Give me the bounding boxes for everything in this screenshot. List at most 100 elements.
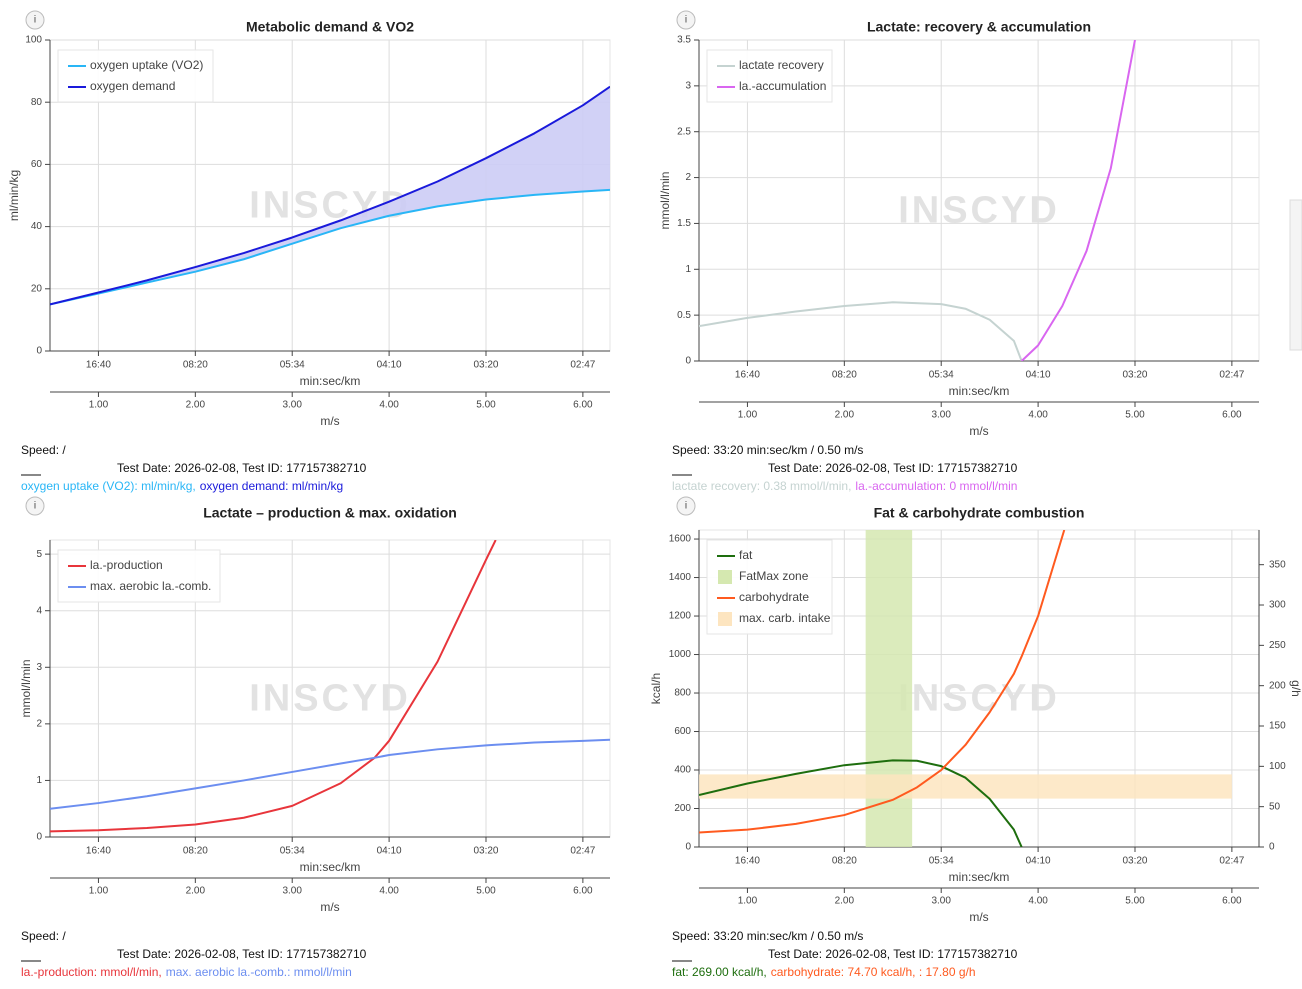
y-tick-label: 1400: [669, 572, 692, 583]
y-tick-label: 1600: [669, 534, 692, 545]
y-axis-title: ml/min/kg: [7, 170, 21, 221]
x-tick-label: 4.00: [379, 886, 399, 897]
speed-readout: Speed: /: [21, 929, 66, 943]
side-toolbar[interactable]: [1289, 199, 1302, 351]
x-tick-label: 6.00: [573, 400, 593, 411]
info-button[interactable]: i: [25, 10, 45, 30]
info-circle[interactable]: [676, 10, 696, 30]
watermark: INSCYD: [249, 678, 411, 720]
info-circle[interactable]: [25, 10, 45, 30]
readout: la.-production: mmol/l/min,: [21, 965, 162, 979]
x-tick-label: 5.00: [1125, 896, 1145, 907]
x2-axis-title: min:sec/km: [300, 374, 361, 388]
readout: la.-accumulation: 0 mmol/l/min: [855, 479, 1017, 493]
y2-tick-label: 300: [1269, 600, 1286, 611]
info-icon[interactable]: i: [34, 501, 36, 512]
info-button[interactable]: i: [676, 10, 696, 30]
legend-label: la.-accumulation: [739, 79, 826, 93]
x-tick-label: 2.00: [186, 400, 206, 411]
info-button[interactable]: i: [676, 496, 696, 516]
y-tick-label: 60: [31, 159, 43, 170]
chart-title: Lactate – production & max. oxidation: [203, 505, 457, 521]
legend-label: la.-production: [90, 558, 163, 572]
test-info: Test Date: 2026-02-08, Test ID: 17715738…: [117, 947, 367, 961]
x-tick-label: 2.00: [835, 410, 855, 421]
series-line: [50, 540, 497, 833]
x2-tick-label: 05:34: [280, 360, 305, 371]
x-tick-label: 2.00: [835, 896, 855, 907]
y-tick-label: 5: [36, 549, 42, 560]
y-tick-label: 1200: [669, 611, 692, 622]
x2-axis-title: min:sec/km: [949, 870, 1010, 884]
y-tick-label: 2.5: [677, 126, 691, 137]
value-readouts: oxygen uptake (VO2): ml/min/kg, oxygen de…: [21, 479, 343, 493]
series-line: [50, 188, 610, 306]
series-line: [699, 301, 1023, 361]
x2-tick-label: 04:10: [377, 360, 402, 371]
y2-tick-label: 250: [1269, 640, 1286, 651]
difference-area: [50, 86, 610, 305]
y-tick-label: 2: [36, 718, 42, 729]
y-axis-title: kcal/h: [649, 673, 663, 704]
x-axis-title: m/s: [320, 414, 339, 428]
y-tick-label: 1: [685, 264, 691, 275]
x-tick-label: 6.00: [1222, 410, 1242, 421]
y2-tick-label: 350: [1269, 559, 1286, 570]
watermark: INSCYD: [898, 190, 1060, 232]
legend-box: [706, 49, 833, 103]
x2-tick-label: 16:40: [86, 360, 111, 371]
y2-tick-label: 200: [1269, 680, 1286, 691]
series-line: [699, 530, 1066, 834]
y2-tick-label: 50: [1269, 801, 1281, 812]
y2-tick-label: 100: [1269, 761, 1286, 772]
x-tick-label: 6.00: [1222, 896, 1242, 907]
x-tick-label: 5.00: [476, 886, 496, 897]
chart-title: Metabolic demand & VO2: [246, 19, 414, 35]
info-icon[interactable]: i: [34, 15, 36, 26]
legend-label: lactate recovery: [739, 58, 824, 72]
y-tick-label: 3.5: [677, 35, 691, 46]
y-tick-label: 3: [685, 80, 691, 91]
readout: lactate recovery: 0.38 mmol/l/min,: [672, 479, 851, 493]
y-tick-label: 100: [25, 35, 42, 46]
y-tick-label: 1: [36, 775, 42, 786]
x-tick-label: 1.00: [89, 886, 109, 897]
plot-area: [50, 540, 610, 833]
series-line: [1020, 40, 1136, 361]
x-axis-title: m/s: [320, 900, 339, 914]
y2-tick-label: 0: [1269, 842, 1275, 853]
legend-label: oxygen uptake (VO2): [90, 58, 203, 72]
x2-axis-title: min:sec/km: [949, 384, 1010, 398]
x2-axis-title: min:sec/km: [300, 860, 361, 874]
info-circle[interactable]: [676, 496, 696, 516]
y-tick-label: 1.5: [677, 218, 691, 229]
test-info: Test Date: 2026-02-08, Test ID: 17715738…: [768, 947, 1018, 961]
plot-area: [699, 40, 1136, 361]
x2-tick-label: 03:20: [1122, 856, 1147, 867]
legend-label: FatMax zone: [739, 569, 809, 583]
info-icon[interactable]: i: [685, 501, 687, 512]
x2-tick-label: 04:10: [377, 846, 402, 857]
x2-tick-label: 05:34: [280, 846, 305, 857]
chart-title: Fat & carbohydrate combustion: [874, 505, 1085, 521]
value-readouts: fat: 269.00 kcal/h, carbohydrate: 74.70 k…: [672, 965, 976, 979]
readout: oxygen demand: ml/min/kg: [200, 479, 343, 493]
legend-label: max. carb. intake: [739, 611, 831, 625]
value-readouts: la.-production: mmol/l/min, max. aerobic …: [21, 965, 352, 979]
speed-readout: Speed: 33:20 min:sec/km / 0.50 m/s: [672, 443, 863, 457]
x-axis-title: m/s: [969, 424, 988, 438]
x2-tick-label: 03:20: [1122, 370, 1147, 381]
x-tick-label: 1.00: [738, 410, 758, 421]
info-circle[interactable]: [25, 496, 45, 516]
info-button[interactable]: i: [25, 496, 45, 516]
x2-tick-label: 16:40: [735, 856, 760, 867]
info-icon[interactable]: i: [685, 15, 687, 26]
y-axis-title: mmol/l/min: [658, 171, 672, 229]
x-tick-label: 3.00: [282, 886, 302, 897]
value-readouts: lactate recovery: 0.38 mmol/l/min, la.-ac…: [672, 479, 1017, 493]
x-tick-label: 2.00: [186, 886, 206, 897]
y-tick-label: 400: [674, 765, 691, 776]
series-line: [699, 759, 1023, 847]
legend-swatch: [718, 570, 732, 584]
